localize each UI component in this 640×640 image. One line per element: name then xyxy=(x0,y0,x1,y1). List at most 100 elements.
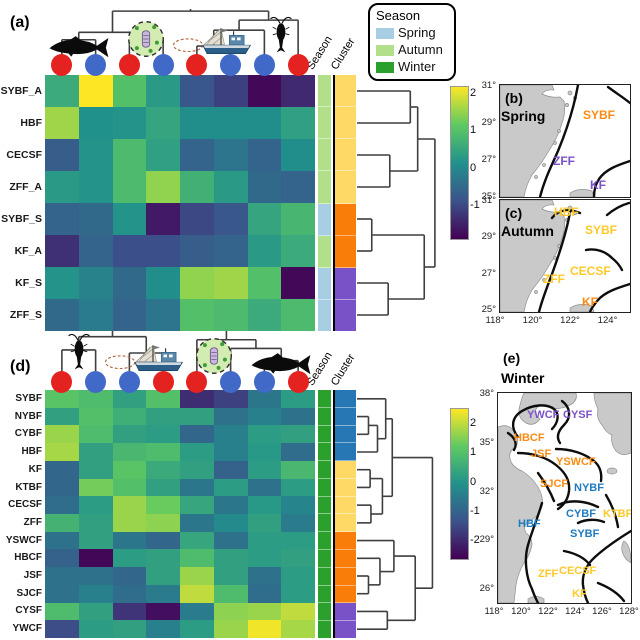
heatmap-cell xyxy=(78,75,113,107)
season-chip xyxy=(318,139,331,172)
season-chip xyxy=(318,425,331,444)
panel-b-letter: (b) xyxy=(505,90,523,106)
heatmap-cell xyxy=(247,531,282,550)
front-line-sybf xyxy=(605,201,630,217)
heatmap-cell xyxy=(78,235,113,267)
heatmap-cell xyxy=(247,443,282,461)
heatmap-cell xyxy=(112,584,147,603)
spring-color-chip xyxy=(376,27,394,39)
heatmap-cell xyxy=(112,620,147,638)
lat-tick-label: 35° xyxy=(479,436,494,448)
lat-tick-label: 29° xyxy=(479,534,494,546)
heatmap-cell xyxy=(78,203,113,235)
panel-d-row-dendrogram xyxy=(357,398,434,630)
heatmap-cell xyxy=(45,567,79,585)
lat-tick-label: 29° xyxy=(481,117,496,128)
heatmap-cell xyxy=(213,267,248,299)
heatmap-cell xyxy=(78,425,113,444)
colorbar-tick-label: -2 xyxy=(470,534,480,547)
heatmap-cell xyxy=(247,567,282,585)
heatmap-cell xyxy=(247,139,282,171)
column-dot xyxy=(85,371,107,393)
heatmap-cell xyxy=(213,75,248,107)
panel-b-season-title: Spring xyxy=(501,108,546,124)
front-label-kf: KF xyxy=(572,588,587,600)
heatmap-cell xyxy=(180,443,214,461)
heatmap-cell xyxy=(180,235,214,267)
heatmap-cell xyxy=(146,139,180,171)
heatmap-cell xyxy=(247,390,282,408)
front-label-yswcf: YSWCF xyxy=(556,456,596,468)
season-chip xyxy=(318,443,331,462)
heatmap-cell xyxy=(281,75,315,107)
heatmap-cell xyxy=(112,299,147,331)
heatmap-cell xyxy=(112,267,147,299)
heatmap-cell xyxy=(146,235,180,267)
season-legend: Season Spring Autumn Winter xyxy=(368,3,456,81)
heatmap-cell xyxy=(247,407,282,426)
heatmap-cell xyxy=(281,390,315,408)
heatmap-cell xyxy=(146,549,180,568)
heatmap-cell xyxy=(281,171,315,203)
heatmap-cell xyxy=(213,460,248,479)
heatmap-cell xyxy=(281,407,315,426)
front-line-sybf xyxy=(606,85,630,105)
heatmap-cell xyxy=(281,567,315,585)
heatmap-cell xyxy=(78,267,113,299)
legend-item-label: Winter xyxy=(398,59,436,74)
row-label: ZFF_A xyxy=(9,181,42,193)
heatmap-cell xyxy=(45,478,79,497)
row-label: NYBF xyxy=(14,410,42,422)
row-label: HBF xyxy=(21,446,42,458)
front-label-ywcf: YWCF xyxy=(527,409,560,421)
heatmap-cell xyxy=(146,443,180,461)
front-line-zff xyxy=(538,85,580,197)
lat-tick-label: 26° xyxy=(479,583,494,594)
boat-icon xyxy=(104,340,188,376)
heatmap-cell xyxy=(247,425,282,444)
heatmap-cell xyxy=(281,496,315,514)
heatmap-cell xyxy=(213,107,248,139)
heatmap-cell xyxy=(281,299,315,331)
season-legend-items: Spring Autumn Winter xyxy=(376,26,448,74)
heatmap-cell xyxy=(180,75,214,107)
heatmap-cell xyxy=(281,267,315,299)
row-label: HBCF xyxy=(14,552,42,564)
panel-d-letter: (d) xyxy=(10,358,31,375)
row-label: HBF xyxy=(20,117,42,129)
heatmap-cell xyxy=(180,584,214,603)
colorbar-tick-label: 1 xyxy=(470,124,477,137)
cluster-chip xyxy=(335,390,356,408)
heatmap-cell xyxy=(180,171,214,203)
heatmap-cell xyxy=(213,390,248,408)
heatmap-cell xyxy=(281,513,315,532)
front-label-kf: KF xyxy=(590,178,606,192)
heatmap-cell xyxy=(247,549,282,568)
heatmap-cell xyxy=(112,139,147,171)
heatmap-cell xyxy=(213,139,248,171)
heatmap-cell xyxy=(45,443,79,461)
column-dot xyxy=(287,371,309,393)
cluster-chip xyxy=(335,532,356,551)
season-chip xyxy=(318,532,331,551)
lat-tick-label: 32° xyxy=(479,485,494,497)
coastline-taiwan xyxy=(569,304,595,312)
heatmap-cell xyxy=(146,496,180,514)
cluster-chip xyxy=(335,107,356,140)
lat-tick-label: 31° xyxy=(481,195,496,206)
season-chip xyxy=(318,621,331,638)
heatmap-cell xyxy=(78,443,113,461)
heatmap-cell xyxy=(180,460,214,479)
legend-item-label: Spring xyxy=(398,25,436,40)
front-line-sjcf xyxy=(536,471,556,503)
season-chip xyxy=(318,514,331,533)
season-chip xyxy=(318,267,331,300)
cluster-chip xyxy=(335,496,356,515)
panel-a-row-labels: SYBF_A HBF CECSF ZFF_A SYBF_S KF_A KF_S ZFF_S xyxy=(0,75,42,331)
heatmap-cell xyxy=(180,267,214,299)
heatmap-cell xyxy=(180,407,214,426)
heatmap-cell xyxy=(112,407,147,426)
heatmap-cell xyxy=(146,584,180,603)
column-dot xyxy=(287,54,309,76)
heatmap-cell xyxy=(146,107,180,139)
